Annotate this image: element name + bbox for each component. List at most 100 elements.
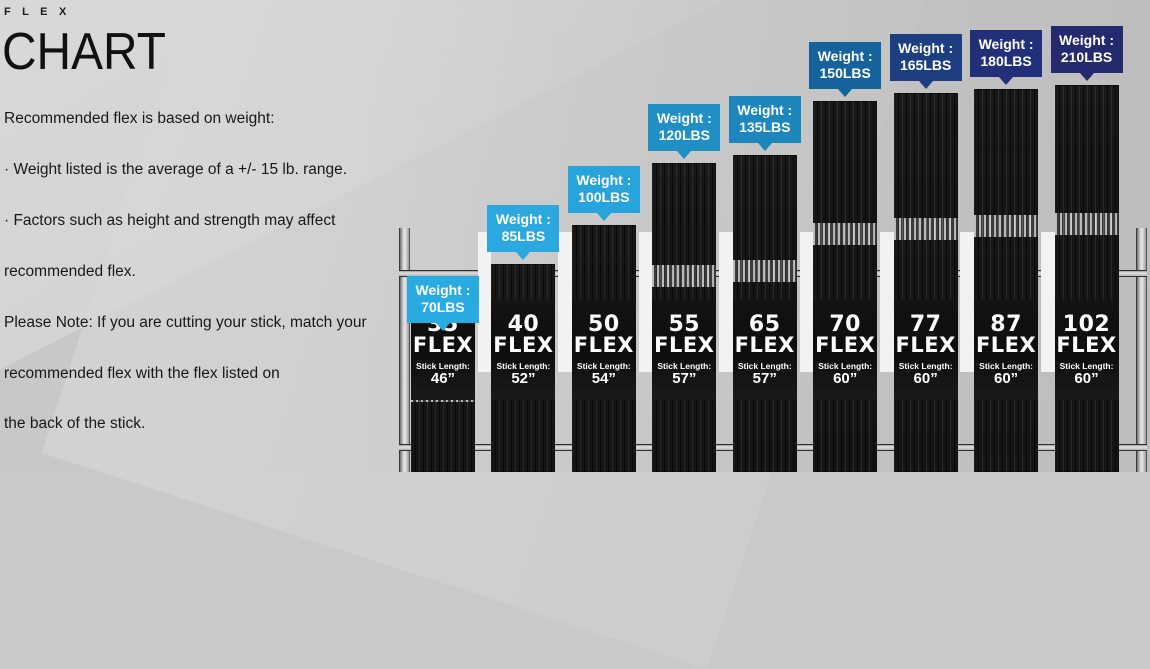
stick-length-label: Stick Length: xyxy=(1059,360,1114,371)
stick-length-value: 60” xyxy=(993,369,1019,387)
weight-badge-prefix: Weight : xyxy=(415,282,471,298)
weight-badge-value: 85LBS xyxy=(501,228,546,244)
weight-badge[interactable]: Weight :165LBS xyxy=(889,34,962,89)
weight-badge-pointer-icon xyxy=(999,77,1014,85)
flex-word: FLEX xyxy=(493,332,554,357)
weight-badge-prefix: Weight : xyxy=(978,36,1034,52)
hockey-stick: 55 FLEX Stick Length: 57” xyxy=(652,163,717,472)
stick-info-plate: 55 FLEX Stick Length: 57” xyxy=(652,300,717,400)
flex-word: FLEX xyxy=(573,332,634,357)
stick-shaft-upper xyxy=(1054,85,1119,213)
flex-value: 77 xyxy=(909,311,942,337)
stick-length-label: Stick Length: xyxy=(576,360,631,371)
stick-column[interactable]: 50 FLEX Stick Length: 54” xyxy=(571,225,636,472)
flex-word: FLEX xyxy=(654,332,715,357)
weight-badge-prefix: Weight : xyxy=(656,110,712,126)
stick-length-value: 52” xyxy=(511,369,536,387)
rack-slot xyxy=(960,232,975,372)
stick-info-plate: 70 FLEX Stick Length: 60” xyxy=(813,300,878,400)
rack-slot xyxy=(879,232,894,372)
hockey-stick: 77 FLEX Stick Length: 60” xyxy=(893,93,958,472)
stick-length-value: 57” xyxy=(752,369,777,387)
stick-info-plate: 40 FLEX Stick Length: 52” xyxy=(491,300,556,400)
weight-badge[interactable]: Weight :70LBS xyxy=(406,276,479,331)
stick-info-plate: 102 FLEX Stick Length: 60” xyxy=(1054,300,1119,400)
weight-badge-prefix: Weight : xyxy=(817,48,873,64)
stick-grip-band xyxy=(893,218,958,240)
flex-value: 102 xyxy=(1062,311,1111,337)
hockey-stick: 40 FLEX Stick Length: 52” xyxy=(491,264,556,472)
weight-badge-value: 210LBS xyxy=(1060,49,1113,65)
weight-badge[interactable]: Weight :120LBS xyxy=(648,104,721,159)
flex-word: FLEX xyxy=(975,332,1037,357)
rack-slot xyxy=(1040,232,1055,372)
intro-line-1: Recommended flex is based on weight: xyxy=(4,110,275,127)
rack-slot xyxy=(719,232,733,372)
weight-badge-pointer-icon xyxy=(435,323,450,331)
stick-grip-band xyxy=(652,265,717,287)
hockey-stick: 35 FLEX Stick Length: 46” xyxy=(411,300,475,472)
stick-length-label: Stick Length: xyxy=(898,360,953,371)
stick-length-value: 54” xyxy=(591,369,616,387)
weight-badge-pointer-icon xyxy=(838,89,853,97)
intro-line-7: the back of the stick. xyxy=(4,415,146,432)
stick-grip-band xyxy=(1054,213,1119,235)
weight-badge[interactable]: Weight :210LBS xyxy=(1050,26,1123,81)
stick-length-value: 60” xyxy=(833,369,858,387)
flex-word: FLEX xyxy=(895,332,956,357)
weight-badge-pointer-icon xyxy=(1079,73,1094,81)
intro-line-5: Please Note: If you are cutting your sti… xyxy=(4,314,367,331)
rack-slot xyxy=(799,232,814,372)
stick-grip-band xyxy=(974,215,1039,237)
weight-badge-value: 100LBS xyxy=(578,189,630,205)
weight-badge-pointer-icon xyxy=(516,252,531,260)
stick-grip-band xyxy=(813,223,878,245)
stick-column[interactable]: 55 FLEX Stick Length: 57” xyxy=(652,163,717,472)
flex-value: 40 xyxy=(507,311,540,337)
stick-shaft-upper xyxy=(732,155,797,260)
weight-badge[interactable]: Weight :85LBS xyxy=(487,205,560,260)
stick-column[interactable]: 65 FLEX Stick Length: 57” xyxy=(732,155,797,472)
hockey-stick: 87 FLEX Stick Length: 60” xyxy=(974,89,1039,472)
flex-word: FLEX xyxy=(412,332,474,357)
eyebrow-flex: F L E X xyxy=(4,6,71,18)
stick-column[interactable]: 77 FLEX Stick Length: 60” xyxy=(893,93,958,472)
intro-line-3: · Factors such as height and strength ma… xyxy=(4,212,336,229)
stick-length-label: Stick Length: xyxy=(416,360,470,371)
flex-value: 65 xyxy=(748,311,781,337)
flex-word: FLEX xyxy=(815,332,876,357)
stick-info-plate: 65 FLEX Stick Length: 57” xyxy=(732,300,797,400)
weight-badge[interactable]: Weight :180LBS xyxy=(970,30,1043,85)
weight-badge-pointer-icon xyxy=(918,81,933,89)
stick-length-value: 60” xyxy=(1074,369,1099,387)
weight-badge[interactable]: Weight :150LBS xyxy=(809,42,882,97)
stick-column[interactable]: 87 FLEX Stick Length: 60” xyxy=(974,89,1039,472)
weight-badge-value: 135LBS xyxy=(739,119,791,135)
stick-length-value: 46” xyxy=(430,369,456,387)
intro-line-2: · Weight listed is the average of a +/- … xyxy=(4,161,348,178)
weight-badge-prefix: Weight : xyxy=(1059,32,1115,48)
weight-badge[interactable]: Weight :100LBS xyxy=(567,166,640,221)
weight-badge[interactable]: Weight :135LBS xyxy=(728,96,801,151)
stick-shaft-lower xyxy=(411,402,475,472)
stick-info-plate: 50 FLEX Stick Length: 54” xyxy=(571,300,636,400)
flex-chart: 35 FLEX Stick Length: 46” 40 FLEX Stick Length… xyxy=(395,0,1150,472)
stick-grip-band xyxy=(732,260,797,282)
page-title: CHART xyxy=(2,23,166,81)
flex-value: 70 xyxy=(829,311,861,337)
flex-word: FLEX xyxy=(734,332,795,357)
rack-post-right xyxy=(1136,228,1147,472)
intro-line-4: recommended flex. xyxy=(4,263,136,280)
rack-slot xyxy=(638,232,653,372)
stick-column[interactable]: 40 FLEX Stick Length: 52” xyxy=(491,264,556,472)
weight-badge-value: 120LBS xyxy=(658,127,710,143)
stick-column[interactable]: 70 FLEX Stick Length: 60” xyxy=(813,101,878,472)
rack-slot xyxy=(477,232,492,372)
stick-column[interactable]: 102 FLEX Stick Length: 60” xyxy=(1054,85,1119,472)
weight-badge-value: 70LBS xyxy=(421,299,465,315)
stick-shaft-upper xyxy=(813,101,878,223)
weight-badge-pointer-icon xyxy=(596,213,611,221)
stick-column[interactable]: 35 FLEX Stick Length: 46” xyxy=(411,300,475,472)
hockey-stick: 65 FLEX Stick Length: 57” xyxy=(732,155,797,472)
stick-length-label: Stick Length: xyxy=(657,360,712,371)
